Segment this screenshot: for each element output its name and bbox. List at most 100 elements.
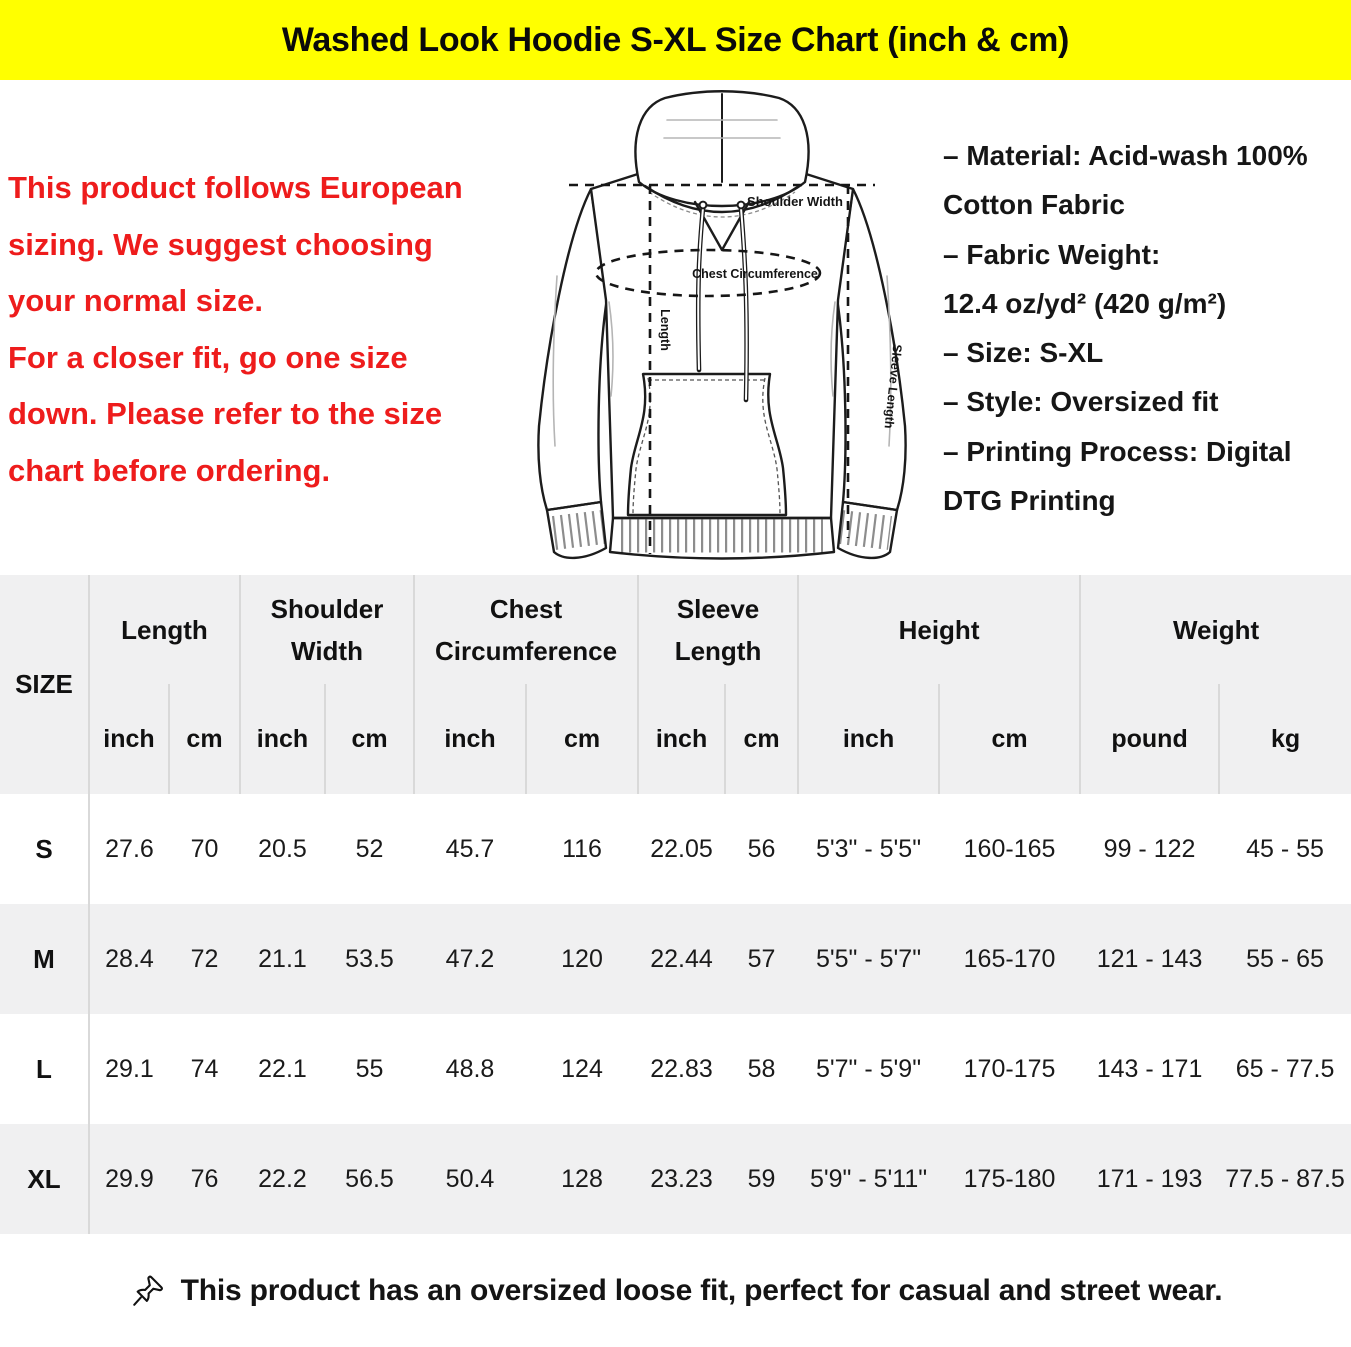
- value-cell: 5'7" - 5'9": [815, 1054, 922, 1083]
- chest-circumference-guide: [594, 248, 822, 298]
- left-sleeve: [537, 187, 609, 512]
- sizing-advice-line: sizing. We suggest choosing: [8, 226, 433, 262]
- size-column-header: SIZE: [0, 575, 89, 794]
- value-cell: 76: [190, 1164, 219, 1193]
- value-cell: 59: [747, 1164, 776, 1193]
- unit-header: inch: [413, 684, 527, 794]
- sleeve-crease: [886, 275, 892, 447]
- value-cell: 45.7: [445, 834, 495, 863]
- value-cell: 29.1: [105, 1054, 154, 1083]
- armpit-crease: [830, 301, 836, 397]
- table-row-m: M 28.4 72 21.1 53.5 47.2 120 22.44 57 5'…: [0, 904, 1351, 1014]
- pocket-stitching-left: [632, 377, 651, 515]
- value-cell: 120: [561, 944, 603, 973]
- page-title: Washed Look Hoodie S-XL Size Chart (inch…: [281, 20, 1070, 59]
- value-cell: 116: [562, 834, 602, 863]
- value-cell: 165-170: [963, 944, 1056, 973]
- value-cell: 57: [747, 944, 776, 973]
- product-info-line: – Material: Acid-wash 100%: [943, 140, 1308, 171]
- unit-header: pound: [1079, 684, 1220, 794]
- value-cell: 99 - 122: [1103, 834, 1196, 863]
- weight-group-header: Weight: [1079, 575, 1351, 684]
- unit-header: cm: [938, 684, 1081, 794]
- value-cell: 121 - 143: [1096, 944, 1203, 973]
- left-eyelet: [698, 200, 708, 210]
- table-row-xl: XL 29.9 76 22.2 56.5 50.4 128 23.23 59 5…: [0, 1124, 1351, 1234]
- length-group-header: Length: [88, 575, 240, 684]
- left-cuff-rib-texture: [551, 510, 606, 550]
- right-sleeve: [835, 187, 907, 512]
- height-group-header: Height: [797, 575, 1081, 684]
- sleeve-length-group-header: Sleeve Length: [637, 575, 799, 684]
- value-cell: 47.2: [445, 944, 495, 973]
- value-cell: 58: [747, 1054, 776, 1083]
- footnote: This product has an oversized loose fit,…: [0, 1234, 1351, 1347]
- value-cell: 5'5" - 5'7": [815, 944, 922, 973]
- value-cell: 143 - 171: [1096, 1054, 1203, 1083]
- size-chart-table: SIZE Length Shoulder Width Chest Circumf…: [0, 575, 1351, 1234]
- table-row-s: S 27.6 70 20.5 52 45.7 116 22.05 56 5'3"…: [0, 794, 1351, 904]
- value-cell: 28.4: [105, 944, 154, 973]
- title-banner: Washed Look Hoodie S-XL Size Chart (inch…: [0, 0, 1351, 80]
- value-cell: 22.1: [258, 1054, 307, 1083]
- value-cell: 65 - 77.5: [1235, 1054, 1335, 1083]
- value-cell: 72: [190, 944, 219, 973]
- value-cell: 22.44: [650, 944, 713, 973]
- value-cell: 70: [190, 834, 219, 863]
- shoulder-width-group-header: Shoulder Width: [238, 575, 415, 684]
- table-row-l: L 29.1 74 22.1 55 48.8 124 22.83 58 5'7"…: [0, 1014, 1351, 1124]
- size-cell: M: [0, 904, 90, 1014]
- shoulder-width-label: Shoulder Width: [747, 194, 843, 209]
- chest-circumference-group-header: Chest Circumference: [413, 575, 639, 684]
- value-cell: 23.23: [650, 1164, 713, 1193]
- left-cuff: [545, 500, 608, 560]
- sizing-advice-text: This product follows European sizing. We…: [8, 160, 523, 499]
- value-cell: 52: [355, 834, 384, 863]
- value-cell: 55 - 65: [1246, 944, 1324, 973]
- sizing-advice-line: chart before ordering.: [8, 452, 331, 488]
- value-cell: 56: [747, 834, 776, 863]
- value-cell: 5'3" - 5'5": [815, 834, 922, 863]
- unit-header: cm: [724, 684, 799, 794]
- table-header-units-row: inch cm inch cm inch cm inch cm inch cm …: [0, 684, 1351, 794]
- value-cell: 22.83: [650, 1054, 713, 1083]
- size-cell: L: [0, 1014, 90, 1124]
- hem-band: [608, 516, 836, 560]
- value-cell: 22.05: [650, 834, 713, 863]
- product-info-line: – Size: S-XL: [943, 337, 1104, 369]
- hood-opening: [643, 184, 801, 214]
- pushpin-icon: [132, 1275, 163, 1306]
- armpit-crease: [608, 301, 614, 397]
- value-cell: 48.8: [445, 1054, 495, 1083]
- value-cell: 5'9" - 5'11": [809, 1164, 928, 1193]
- unit-header: cm: [168, 684, 240, 794]
- value-cell: 171 - 193: [1096, 1164, 1203, 1193]
- unit-header: inch: [637, 684, 726, 794]
- value-cell: 124: [561, 1054, 603, 1083]
- value-cell: 74: [190, 1054, 219, 1083]
- product-info-line: DTG Printing: [943, 485, 1116, 517]
- product-info-text: – Material: Acid-wash 100% Cotton Fabric…: [943, 131, 1351, 525]
- chest-circumference-label: Chest Circumference: [692, 267, 818, 281]
- sizing-advice-line: For a closer fit, go one size: [8, 339, 408, 375]
- value-cell: 55: [355, 1054, 384, 1083]
- sizing-advice-line: your normal size.: [8, 283, 263, 318]
- unit-header: cm: [525, 684, 639, 794]
- value-cell: 77.5 - 87.5: [1225, 1164, 1345, 1193]
- value-cell: 170-175: [963, 1054, 1056, 1083]
- right-cuff: [836, 500, 899, 560]
- pocket-stitching-right: [762, 377, 781, 515]
- size-cell: S: [0, 794, 90, 904]
- sizing-advice-line: down. Please refer to the size: [8, 396, 443, 431]
- product-info-line: – Style: Oversized fit: [943, 386, 1219, 418]
- table-header-groups-row: SIZE Length Shoulder Width Chest Circumf…: [0, 575, 1351, 794]
- value-cell: 21.1: [258, 944, 307, 973]
- value-cell: 45 - 55: [1246, 834, 1324, 863]
- left-drawstring-core: [697, 207, 704, 370]
- unit-header: inch: [88, 684, 169, 794]
- value-cell: 29.9: [105, 1164, 154, 1193]
- product-info-line: Cotton Fabric: [943, 189, 1125, 221]
- value-cell: 22.2: [258, 1164, 307, 1193]
- value-cell: 50.4: [445, 1164, 495, 1193]
